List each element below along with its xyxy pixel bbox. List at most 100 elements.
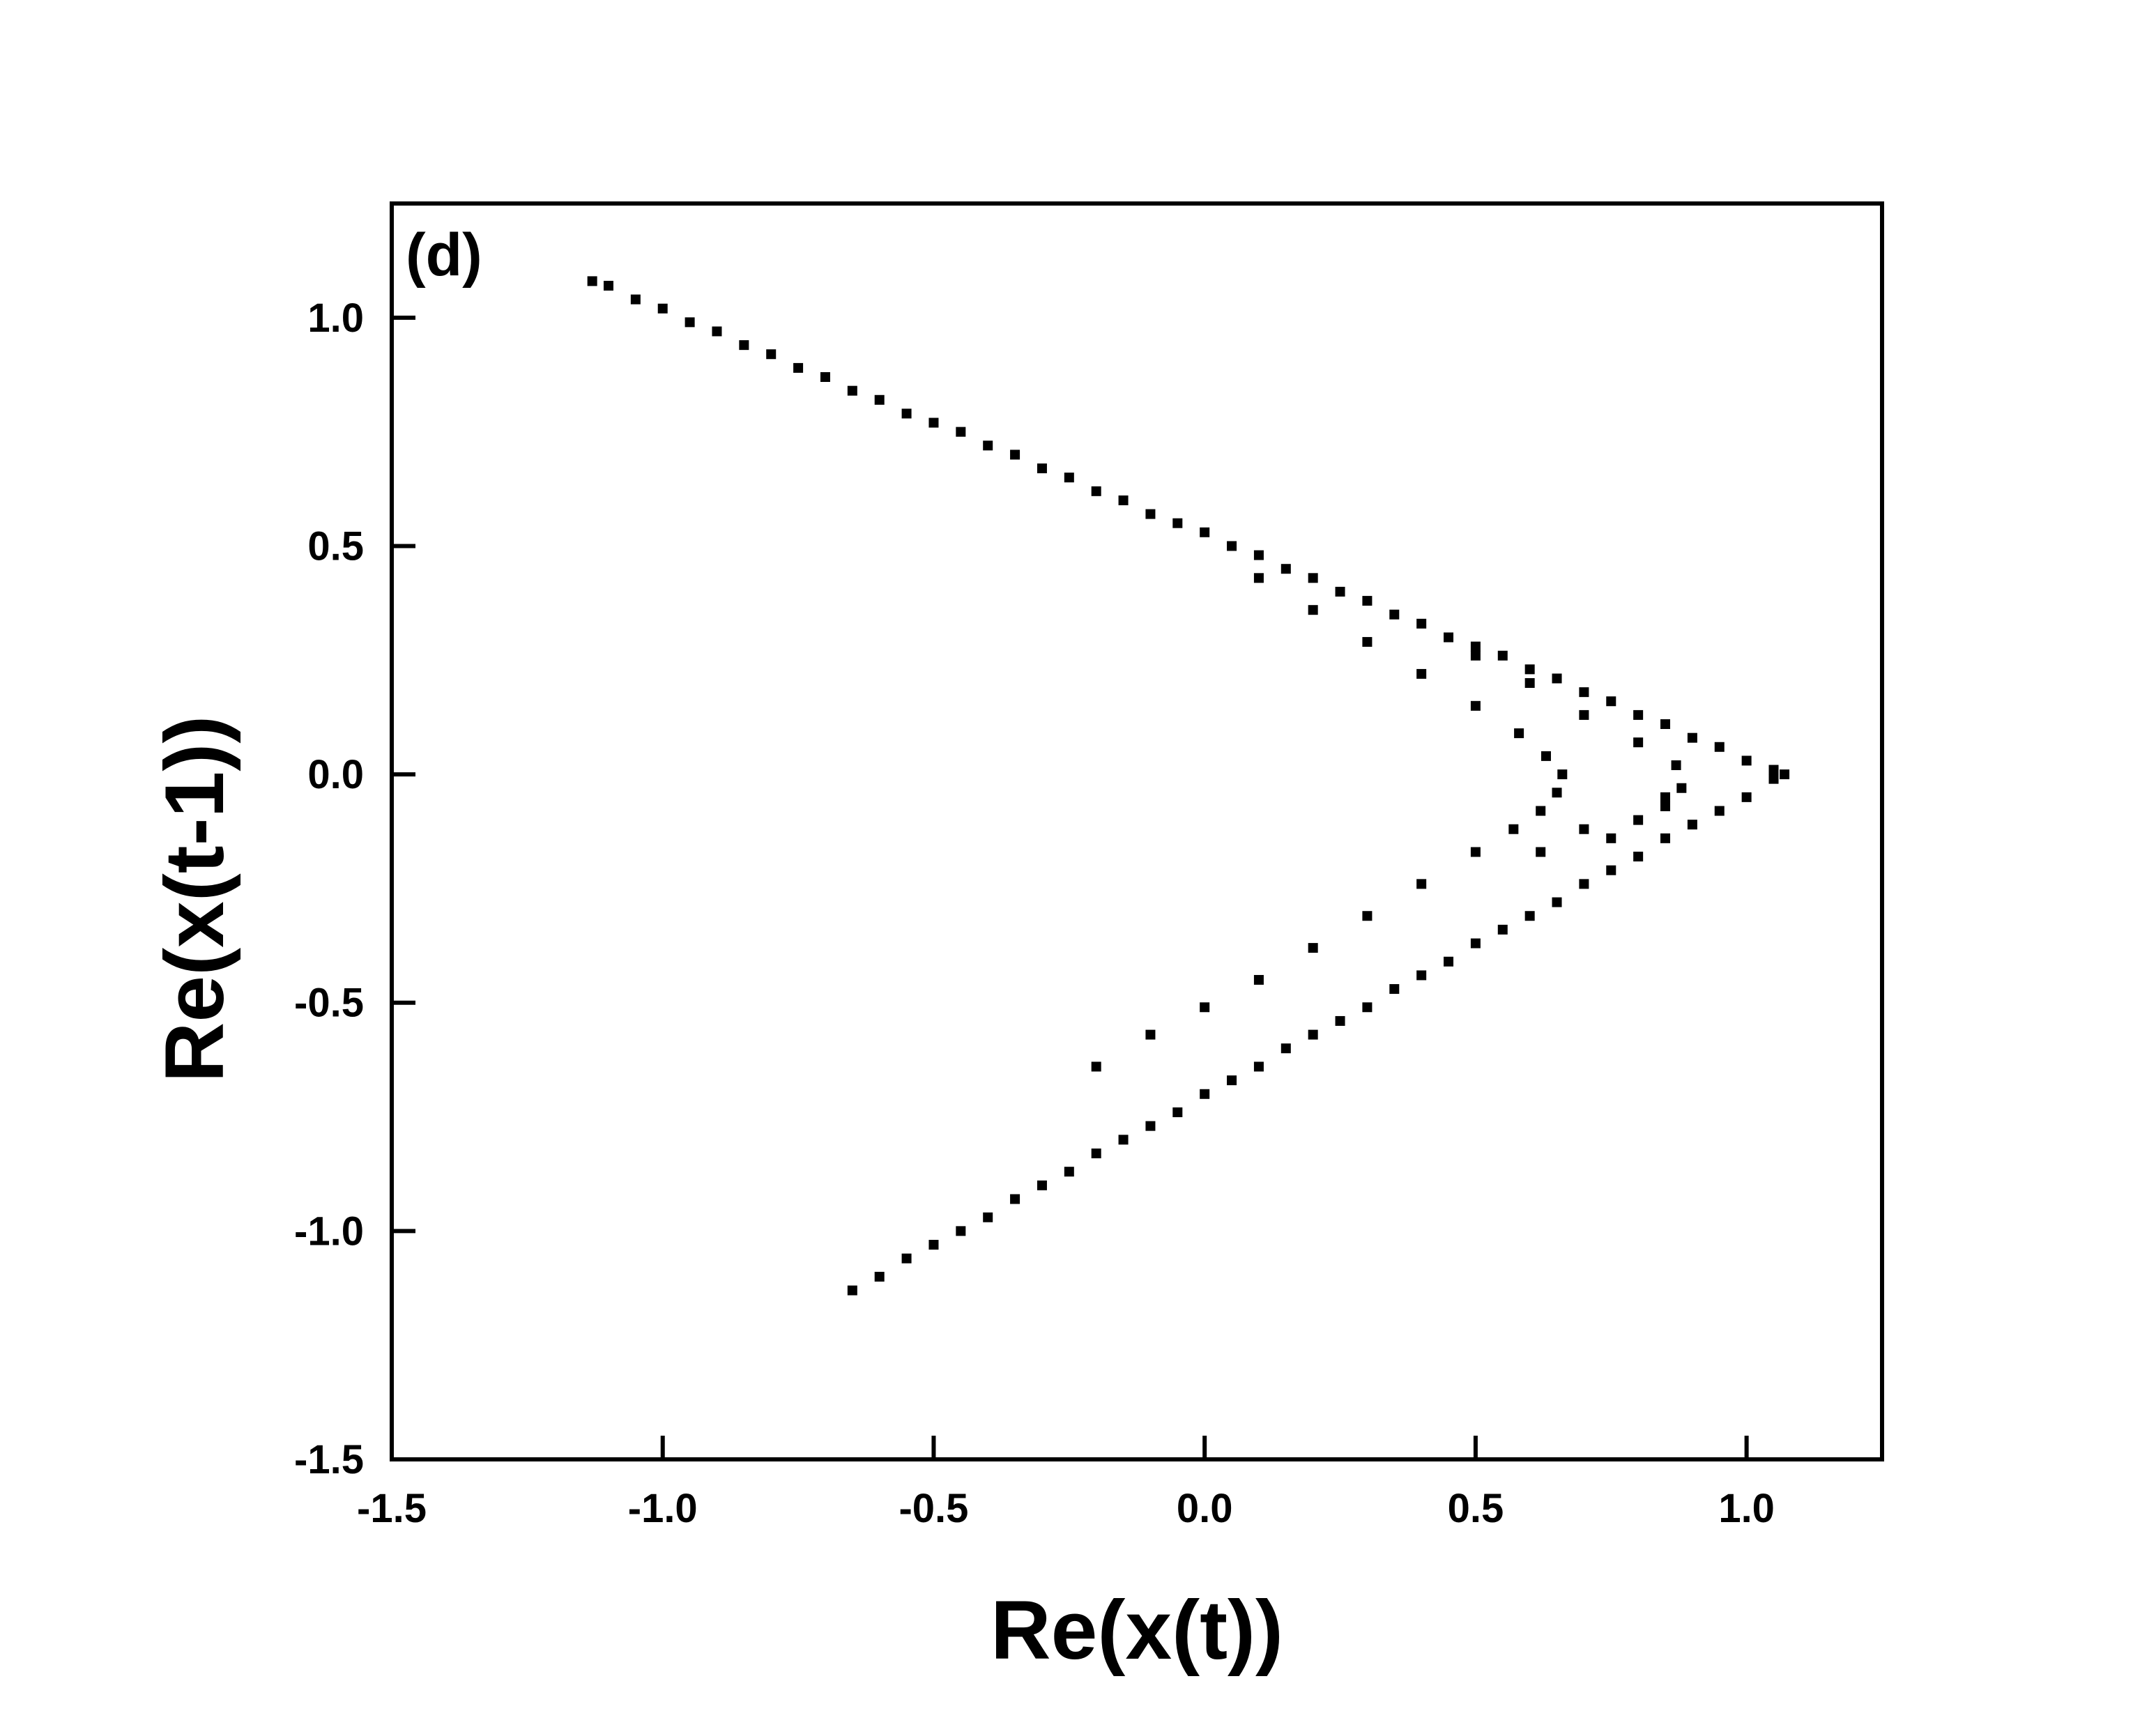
point — [1416, 668, 1427, 679]
point — [901, 408, 912, 419]
point — [1552, 897, 1562, 907]
point — [1253, 1061, 1264, 1072]
point — [1470, 700, 1481, 711]
x-tick-label: -0.5 — [899, 1486, 968, 1531]
point — [1200, 527, 1210, 537]
point — [1497, 924, 1508, 935]
point — [1308, 573, 1318, 583]
point — [1416, 879, 1427, 889]
x-tick-label: -1.0 — [628, 1486, 698, 1531]
point — [1671, 760, 1681, 770]
point — [1579, 824, 1589, 834]
point — [1064, 473, 1074, 483]
point — [1470, 847, 1481, 857]
point — [1335, 586, 1345, 597]
point — [1714, 742, 1725, 752]
point — [1335, 1015, 1345, 1026]
point — [685, 317, 695, 328]
point — [1687, 732, 1697, 743]
point — [1091, 1061, 1101, 1072]
point — [1470, 650, 1481, 661]
point — [1280, 564, 1291, 574]
point — [1768, 765, 1779, 775]
point — [1676, 783, 1687, 793]
point — [1444, 632, 1454, 643]
point — [1416, 970, 1427, 981]
point — [1714, 806, 1725, 816]
point — [1741, 755, 1752, 766]
x-axis-title: Re(x(t)) — [991, 1583, 1283, 1677]
point — [1660, 801, 1671, 811]
point — [1524, 664, 1535, 675]
x-tick-label: 1.0 — [1718, 1486, 1775, 1531]
point — [712, 326, 722, 337]
point — [1416, 618, 1427, 629]
point — [1579, 687, 1589, 698]
point — [1768, 774, 1779, 784]
point — [956, 427, 966, 437]
point — [1227, 541, 1237, 551]
point — [1470, 938, 1481, 949]
point — [1145, 1121, 1156, 1131]
point — [1389, 984, 1400, 995]
point — [1091, 1148, 1101, 1158]
point — [1308, 943, 1318, 953]
point — [1579, 709, 1589, 720]
point — [1536, 806, 1546, 816]
point — [847, 385, 857, 396]
point — [1227, 1075, 1237, 1086]
point — [1037, 463, 1047, 474]
point — [1633, 815, 1644, 825]
point — [1514, 728, 1524, 739]
point — [847, 1285, 857, 1296]
point — [1362, 637, 1373, 647]
point — [1145, 1029, 1156, 1040]
point — [1037, 1180, 1047, 1190]
point — [874, 1271, 885, 1282]
point — [1687, 820, 1697, 830]
point — [1579, 879, 1589, 889]
y-tick-label: -1.5 — [294, 1437, 364, 1482]
point — [1362, 596, 1373, 606]
x-tick-label: 0.5 — [1448, 1486, 1504, 1531]
point — [928, 1240, 939, 1250]
point — [928, 417, 939, 428]
point — [983, 1212, 993, 1222]
y-tick-label: 0.5 — [307, 523, 364, 569]
plot-frame — [390, 201, 1884, 1461]
point — [956, 1226, 966, 1236]
y-tick-label: 0.0 — [307, 752, 364, 797]
annotation: (d) — [406, 222, 482, 289]
point — [1552, 788, 1562, 798]
point — [1470, 641, 1481, 652]
point — [1660, 833, 1671, 843]
point — [766, 349, 777, 360]
point — [1633, 852, 1644, 862]
point — [1172, 518, 1183, 528]
point — [603, 280, 613, 291]
point — [1145, 509, 1156, 519]
y-axis-title: Re(x(t-1)) — [148, 716, 241, 1083]
point — [1606, 833, 1616, 843]
point — [1633, 709, 1644, 720]
point — [1010, 450, 1020, 460]
point — [1497, 650, 1508, 661]
point — [793, 362, 804, 373]
point — [1200, 1002, 1210, 1013]
point — [983, 440, 993, 451]
point — [901, 1253, 912, 1264]
point — [657, 303, 668, 314]
point — [1280, 1043, 1291, 1054]
point — [739, 340, 749, 351]
point — [1308, 1029, 1318, 1040]
point — [874, 394, 885, 405]
point — [1552, 673, 1562, 684]
point — [1606, 865, 1616, 875]
point — [1253, 573, 1264, 583]
point — [1308, 605, 1318, 615]
point — [1524, 678, 1535, 689]
point — [1362, 911, 1373, 921]
point — [1064, 1167, 1074, 1177]
point — [1172, 1107, 1183, 1117]
